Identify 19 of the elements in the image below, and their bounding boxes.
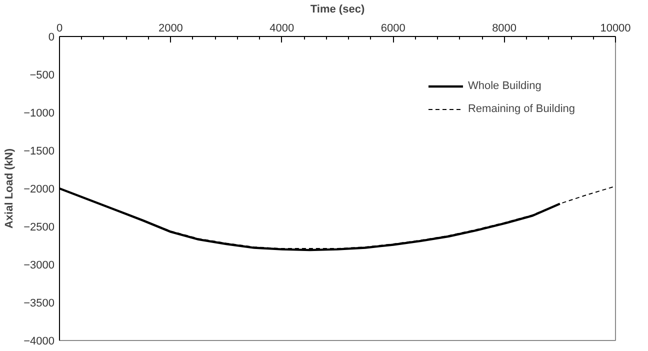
y-tick-label: −500 [30,70,55,82]
legend-label: Remaining of Building [468,103,575,115]
y-tick-label: −1500 [24,146,55,158]
x-tick-label: 8000 [492,22,517,34]
x-axis-title: Time (sec) [310,4,365,16]
y-tick-label: −2500 [24,222,55,234]
y-axis-title: Axial Load (kN) [4,148,16,229]
x-tick-label: 10000 [600,22,631,34]
x-tick-label: 4000 [270,22,294,34]
y-tick-label: −1000 [24,108,55,120]
y-tick-label: −3000 [24,260,55,272]
y-tick-label: −4000 [24,336,55,348]
x-tick-label: 6000 [380,22,406,34]
x-tick-label: 2000 [158,22,183,34]
legend-label: Whole Building [468,80,542,92]
y-tick-label: −3500 [24,298,55,310]
x-tick-label: 0 [56,22,63,34]
y-tick-label: 0 [48,32,55,44]
y-tick-label: −2000 [24,184,55,196]
